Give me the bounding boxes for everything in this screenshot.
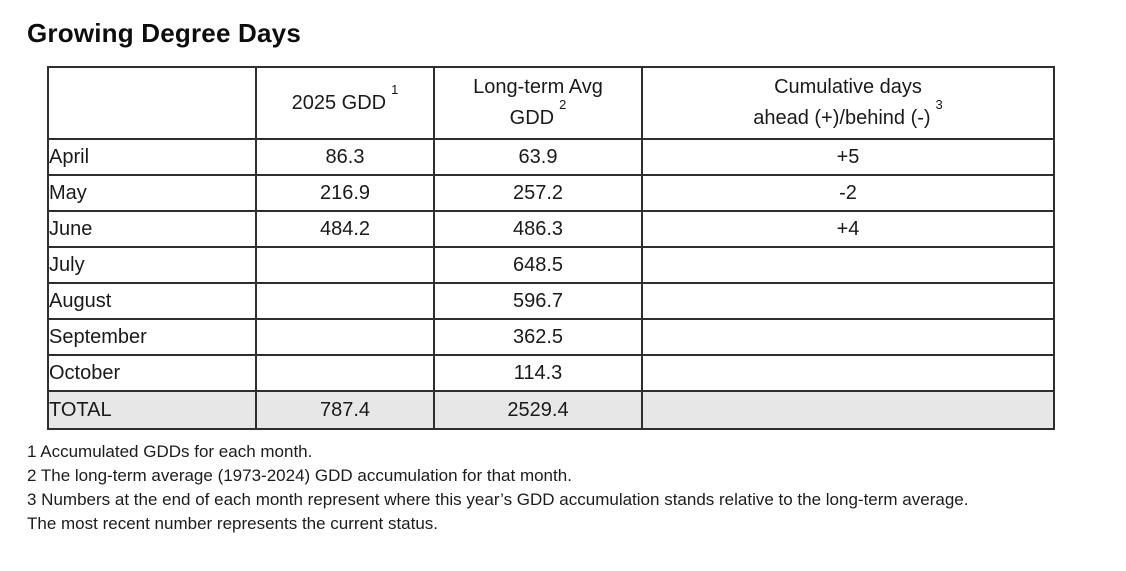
gdd-2025-cell bbox=[255, 246, 435, 284]
header-cumulative-line1: Cumulative days bbox=[774, 76, 922, 98]
total-label-cell: TOTAL bbox=[47, 390, 257, 430]
cumulative-days-cell bbox=[641, 246, 1055, 284]
month-cell: August bbox=[47, 282, 257, 320]
header-cumulative-line2: ahead (+)/behind (-)3 bbox=[644, 98, 1052, 134]
header-longterm-avg: Long-term Avg GDD2 bbox=[433, 66, 643, 140]
longterm-avg-cell: 486.3 bbox=[433, 210, 643, 248]
gdd-2025-total-cell: 787.4 bbox=[255, 390, 435, 430]
month-cell: April bbox=[47, 138, 257, 176]
header-2025-gdd-label: 2025 GDD bbox=[291, 91, 387, 114]
month-cell: June bbox=[47, 210, 257, 248]
table-row-august: August 596.7 bbox=[47, 282, 1055, 320]
table-row-may: May 216.9 257.2 -2 bbox=[47, 174, 1055, 212]
footnote-1: 1 Accumulated GDDs for each month. bbox=[27, 442, 313, 461]
longterm-avg-cell: 257.2 bbox=[433, 174, 643, 212]
footnote-3: 3 Numbers at the end of each month repre… bbox=[27, 490, 969, 509]
month-cell: September bbox=[47, 318, 257, 356]
header-row: 2025 GDD1 Long-term Avg GDD2 Cumulative … bbox=[47, 66, 1055, 140]
header-2025-gdd: 2025 GDD1 bbox=[255, 66, 435, 140]
cumulative-days-cell bbox=[641, 354, 1055, 392]
month-cell: October bbox=[47, 354, 257, 392]
gdd-2025-cell bbox=[255, 282, 435, 320]
footnote-ref-3: 3 bbox=[935, 97, 943, 113]
cumulative-days-cell bbox=[641, 318, 1055, 356]
gdd-2025-cell: 484.2 bbox=[255, 210, 435, 248]
footnote-ref-2: 2 bbox=[559, 97, 567, 113]
header-longterm-line2: GDD2 bbox=[436, 98, 640, 134]
gdd-2025-cell: 216.9 bbox=[255, 174, 435, 212]
footnote-3-continued: The most recent number represents the cu… bbox=[27, 514, 439, 533]
page-title: Growing Degree Days bbox=[27, 18, 301, 48]
growing-degree-days-table: 2025 GDD1 Long-term Avg GDD2 Cumulative … bbox=[47, 66, 1055, 430]
footnote-2: 2 The long-term average (1973-2024) GDD … bbox=[27, 466, 572, 485]
longterm-avg-cell: 114.3 bbox=[433, 354, 643, 392]
gdd-2025-cell: 86.3 bbox=[255, 138, 435, 176]
table-row-september: September 362.5 bbox=[47, 318, 1055, 356]
table-row-total: TOTAL 787.4 2529.4 bbox=[47, 390, 1055, 430]
gdd-2025-cell bbox=[255, 318, 435, 356]
table-row-june: June 484.2 486.3 +4 bbox=[47, 210, 1055, 248]
cumulative-days-cell: +4 bbox=[641, 210, 1055, 248]
month-cell: May bbox=[47, 174, 257, 212]
longterm-avg-cell: 648.5 bbox=[433, 246, 643, 284]
longterm-avg-cell: 63.9 bbox=[433, 138, 643, 176]
cumulative-days-total-cell bbox=[641, 390, 1055, 430]
longterm-avg-cell: 362.5 bbox=[433, 318, 643, 356]
longterm-avg-total-cell: 2529.4 bbox=[433, 390, 643, 430]
header-longterm-line1: Long-term Avg bbox=[473, 76, 603, 98]
footnotes-block: 1 Accumulated GDDs for each month. 2 The… bbox=[27, 440, 1126, 536]
cumulative-days-cell: +5 bbox=[641, 138, 1055, 176]
gdd-2025-cell bbox=[255, 354, 435, 392]
table-row-october: October 114.3 bbox=[47, 354, 1055, 392]
header-month-column bbox=[47, 66, 257, 140]
cumulative-days-cell: -2 bbox=[641, 174, 1055, 212]
cumulative-days-cell bbox=[641, 282, 1055, 320]
header-cumulative-days: Cumulative days ahead (+)/behind (-)3 bbox=[641, 66, 1055, 140]
longterm-avg-cell: 596.7 bbox=[433, 282, 643, 320]
month-cell: July bbox=[47, 246, 257, 284]
footnote-ref-1: 1 bbox=[391, 81, 399, 97]
header-longterm-gdd-label: GDD bbox=[509, 107, 555, 129]
table-row-april: April 86.3 63.9 +5 bbox=[47, 138, 1055, 176]
table-row-july: July 648.5 bbox=[47, 246, 1055, 284]
header-cumulative-label: ahead (+)/behind (-) bbox=[753, 107, 931, 129]
